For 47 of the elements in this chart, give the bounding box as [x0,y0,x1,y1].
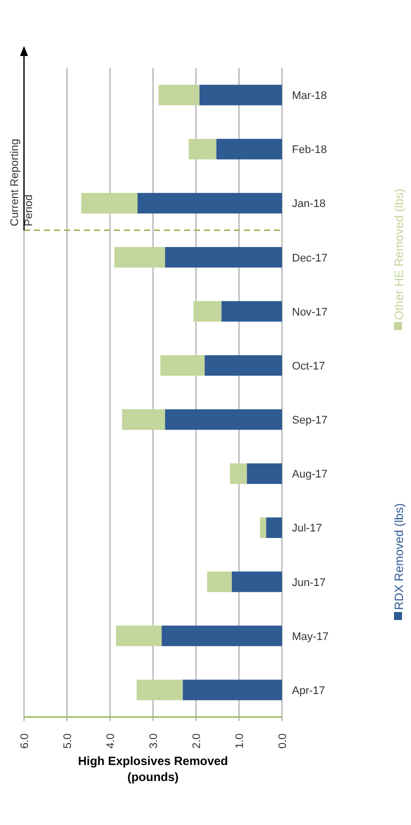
y-tick-label: Oct-17 [292,360,326,372]
y-tick-label: Feb-18 [292,144,327,156]
bar [188,138,216,160]
x-tick-label: 4.0 [105,733,117,749]
y-tick-label: Apr-17 [292,684,326,697]
bar [158,84,200,106]
text: RDX Removed (lbs) [392,503,406,610]
bar [216,138,282,160]
bar [122,409,166,430]
y-tick-label: Jun-17 [292,576,326,589]
y-tick-label: May-17 [292,630,329,643]
bar [160,355,205,376]
x-axis-title: High Explosives Removed (pounds) [78,754,228,784]
ref-line-label: Current Reporting Period [9,138,35,226]
bar [114,247,166,268]
bar [165,247,282,268]
bar [221,301,282,322]
bar [138,192,282,214]
x-tick-label: 3.0 [148,733,160,749]
x-tick-label: 2.0 [191,733,203,749]
y-tick-label: Dec-17 [292,252,328,264]
bar [116,626,162,646]
y-tick-label: Jan-18 [292,198,326,210]
text: Other HE Removed (lbs) [392,188,406,320]
bar [136,680,183,700]
x-tick-label: 0.0 [277,733,289,749]
y-tick-label: Aug-17 [292,468,328,481]
bar [182,680,282,700]
y-tick-label: Jul-17 [292,522,322,535]
x-tick-label: 1.0 [234,733,246,749]
bar [207,572,232,592]
bar [193,301,222,322]
x-tick-label: 6.0 [19,733,31,749]
bar [199,84,282,106]
y-tick-label: Nov-17 [292,306,328,318]
y-tick-label: Sep-17 [292,414,328,427]
bar [266,517,282,538]
bar [204,355,282,376]
y-tick-label: Mar-18 [292,90,327,102]
bar [260,517,266,538]
x-tick-label: 5.0 [62,733,74,749]
bar [246,463,282,484]
bar [232,572,282,592]
bar [165,409,282,430]
bar [81,192,138,214]
bar [230,463,247,484]
bar [162,626,282,646]
